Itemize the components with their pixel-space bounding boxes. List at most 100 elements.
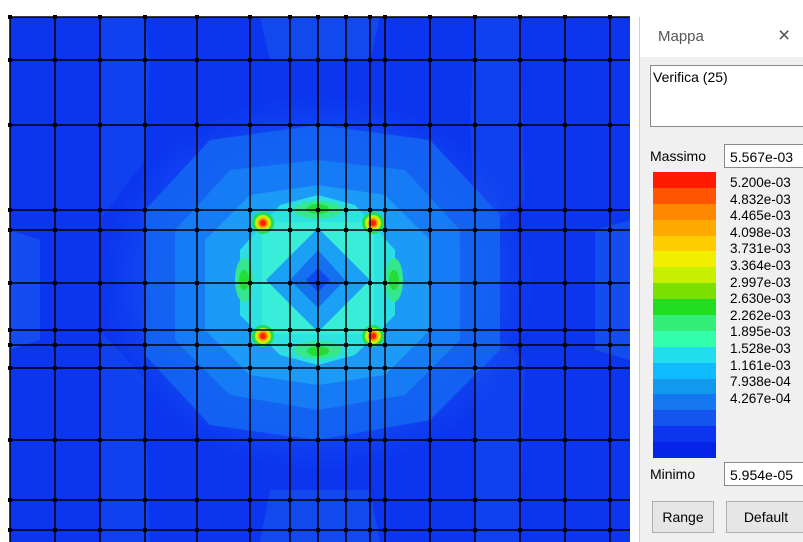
mesh-node <box>563 343 567 347</box>
mesh-node <box>288 328 292 332</box>
mesh-node <box>383 328 387 332</box>
mesh-node <box>53 343 57 347</box>
mesh-node <box>98 281 102 285</box>
mesh-node <box>248 228 252 232</box>
color-swatch <box>653 267 716 284</box>
mesh-node <box>344 208 348 212</box>
level-label: 4.098e-03 <box>730 224 791 240</box>
mesh-node <box>8 228 12 232</box>
mesh-node <box>608 498 612 502</box>
max-value-field[interactable]: 5.567e-03 <box>724 144 803 168</box>
mesh-node <box>316 328 320 332</box>
color-swatch <box>653 442 716 459</box>
mesh-node <box>195 15 199 19</box>
mesh-node <box>473 208 477 212</box>
level-label: 7.938e-04 <box>730 374 791 390</box>
mesh-node <box>608 438 612 442</box>
min-value-field[interactable]: 5.954e-05 <box>724 462 803 486</box>
mesh-node <box>383 366 387 370</box>
mesh-node <box>518 498 522 502</box>
mesh-node <box>53 528 57 532</box>
default-button[interactable]: Default <box>726 501 803 533</box>
mesh-node <box>518 438 522 442</box>
mesh-node <box>473 228 477 232</box>
level-label: 1.528e-03 <box>730 341 791 356</box>
mesh-node <box>195 528 199 532</box>
mesh-node <box>316 528 320 532</box>
mesh-node <box>563 328 567 332</box>
mesh-node <box>98 15 102 19</box>
mesh-node <box>316 228 320 232</box>
color-swatch <box>653 394 716 411</box>
mesh-node <box>53 208 57 212</box>
color-swatch <box>653 378 716 395</box>
mesh-node <box>344 366 348 370</box>
mesh-node <box>8 281 12 285</box>
mesh-node <box>316 15 320 19</box>
mesh-node <box>316 123 320 127</box>
mesh-node <box>288 228 292 232</box>
mesh-node <box>98 208 102 212</box>
mesh-node <box>608 343 612 347</box>
color-swatch <box>653 172 716 189</box>
mesh-node <box>8 15 12 19</box>
level-label: 3.731e-03 <box>730 241 791 257</box>
mesh-node <box>8 328 12 332</box>
map-description-box[interactable]: Verifica (25) <box>650 65 803 127</box>
mesh-node <box>368 328 372 332</box>
mesh-node <box>473 438 477 442</box>
map-description: Verifica (25) <box>653 69 728 85</box>
mesh-node <box>608 208 612 212</box>
mesh-node <box>316 58 320 62</box>
mesh-node <box>563 228 567 232</box>
mesh-node <box>344 15 348 19</box>
mesh-node <box>368 15 372 19</box>
close-icon[interactable]: × <box>778 24 791 47</box>
mesh-node <box>98 438 102 442</box>
mesh-node <box>53 438 57 442</box>
mesh-node <box>608 58 612 62</box>
window-title-bar[interactable]: Mappa × <box>640 17 803 57</box>
color-swatch <box>653 203 716 221</box>
mesh-node <box>8 498 12 502</box>
mesh-node <box>248 208 252 212</box>
mesh-node <box>8 208 12 212</box>
mesh-node <box>428 123 432 127</box>
mesh-node <box>383 498 387 502</box>
mesh-node <box>428 438 432 442</box>
mesh-node <box>563 498 567 502</box>
mesh-node <box>8 343 12 347</box>
mesh-node <box>383 58 387 62</box>
level-label: 2.262e-03 <box>730 307 791 323</box>
level-label: 4.465e-03 <box>730 208 791 224</box>
mesh-node <box>316 366 320 370</box>
mesh-node <box>428 343 432 347</box>
level-label: 1.161e-03 <box>730 357 791 373</box>
mesh-node <box>288 528 292 532</box>
level-label: 4.832e-03 <box>730 191 791 207</box>
mesh-node <box>195 208 199 212</box>
mesh-node <box>8 528 12 532</box>
mesh-node <box>316 343 320 347</box>
mesh-node <box>288 343 292 347</box>
mesh-node <box>195 366 199 370</box>
mesh-node <box>98 498 102 502</box>
mesh-node <box>53 58 57 62</box>
mesh-node <box>98 528 102 532</box>
mesh-node <box>344 228 348 232</box>
color-swatch <box>653 187 716 205</box>
mesh-node <box>316 281 320 285</box>
color-swatch <box>653 219 716 237</box>
mesh-node <box>518 58 522 62</box>
mesh-node <box>428 528 432 532</box>
range-button[interactable]: Range <box>652 501 714 533</box>
mesh-node <box>428 498 432 502</box>
mesh-node <box>143 328 147 332</box>
mesh-node <box>53 281 57 285</box>
legend-panel: Mappa × Verifica (25) Massimo 5.567e-03 … <box>639 17 803 542</box>
color-swatch <box>653 346 716 364</box>
mesh-node <box>53 123 57 127</box>
level-label: 5.200e-03 <box>730 175 791 190</box>
mesh-node <box>518 228 522 232</box>
mesh-node <box>344 58 348 62</box>
